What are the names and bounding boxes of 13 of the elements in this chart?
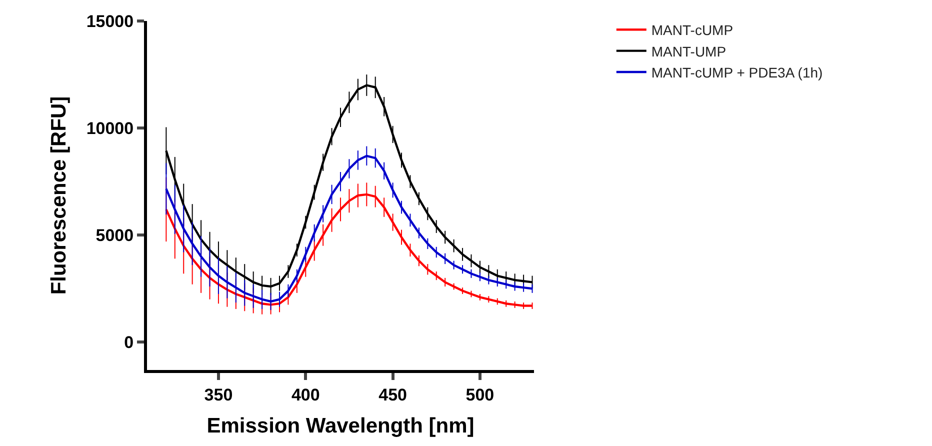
y-tick-label: 0: [124, 333, 134, 352]
x-tick-label: 500: [466, 385, 494, 404]
y-axis-title: Fluorescence [RFU]: [47, 96, 70, 295]
y-tick-label: 15000: [86, 12, 134, 31]
y-tick-label: 5000: [96, 226, 134, 246]
legend-label: MANT-cUMP: [651, 22, 734, 38]
x-tick-label: 350: [204, 385, 233, 404]
x-tick-label: 400: [291, 385, 320, 404]
legend-label: MANT-cUMP + PDE3A (1h): [651, 64, 823, 80]
y-tick-label: 10000: [86, 119, 134, 138]
legend-label: MANT-UMP: [651, 43, 726, 60]
x-tick-label: 450: [378, 385, 407, 404]
x-axis-title: Emission Wavelength [nm]: [206, 414, 474, 438]
